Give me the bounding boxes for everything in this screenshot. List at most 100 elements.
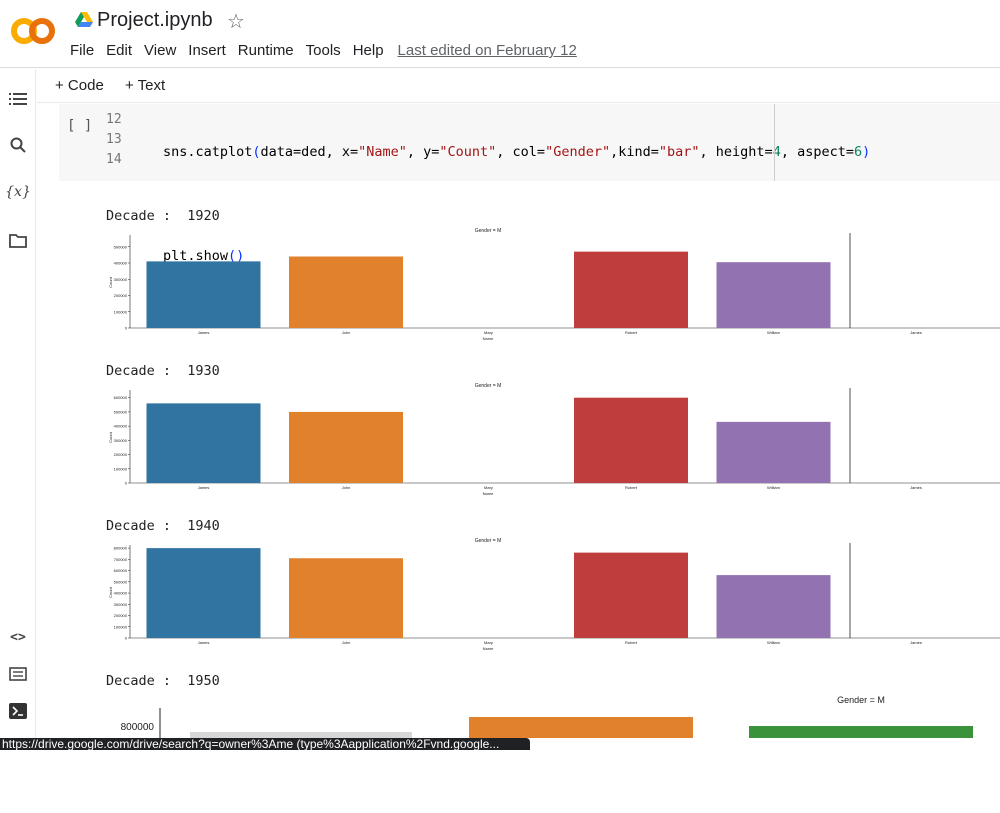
bar — [716, 262, 831, 328]
menu-view[interactable]: View — [144, 42, 177, 59]
x-tick-label: James — [198, 330, 210, 335]
variables-icon[interactable]: {x} — [5, 184, 31, 200]
y-tick-label: 0 — [125, 481, 128, 486]
x-tick-label: James — [910, 330, 922, 335]
menu-insert[interactable]: Insert — [188, 42, 226, 59]
y-tick-label: 100000 — [114, 309, 128, 314]
facet-title: Gender = M — [475, 538, 502, 544]
bar — [574, 397, 688, 483]
y-tick-label: 500000 — [114, 409, 128, 414]
x-tick-label: Mary — [484, 485, 493, 490]
x-tick-label: Mary — [484, 330, 493, 335]
y-tick-label: 400000 — [114, 591, 128, 596]
bar — [469, 717, 693, 738]
facet-title: Gender = M — [475, 228, 502, 234]
run-cell-button[interactable]: [ ] — [67, 118, 93, 134]
y-tick-label: 600000 — [114, 568, 128, 573]
y-tick-label: 400000 — [114, 424, 128, 429]
x-tick-label: Robert — [625, 640, 638, 645]
search-icon[interactable] — [7, 134, 29, 156]
y-axis-label: Count — [108, 431, 113, 443]
chart-1920: Gender = M 0 100000 200000 300000 400000 50000… — [100, 225, 1000, 345]
notebook-toolbar: + Code + Text — [37, 69, 1000, 103]
x-tick-label: James — [198, 485, 210, 490]
bar — [289, 558, 403, 638]
x-tick-label: William — [767, 485, 781, 490]
x-tick-label: Robert — [625, 485, 638, 490]
menu-file[interactable]: File — [70, 42, 95, 59]
google-drive-icon[interactable] — [75, 12, 93, 28]
y-tick-label: 300000 — [114, 602, 128, 607]
folder-icon[interactable] — [7, 230, 29, 252]
y-tick-label: 100000 — [114, 466, 128, 471]
facet-title: Gender = M — [837, 695, 885, 705]
bar — [574, 552, 688, 638]
x-axis-label: Name — [483, 646, 494, 651]
y-tick-label: 100000 — [114, 624, 128, 629]
code-cell[interactable]: [ ] 12 13 14 sns.catplot(data=ded, x="Na… — [59, 104, 1000, 264]
code-line-13 — [163, 194, 870, 214]
y-tick-label: 0 — [125, 326, 128, 331]
link-status-bar: https://drive.google.com/drive/search?q=… — [0, 738, 530, 750]
add-code-button[interactable]: + Code — [55, 77, 104, 94]
code-editor[interactable]: sns.catplot(data=ded, x="Name", y="Count… — [163, 110, 870, 298]
facet-title: Gender = M — [475, 383, 502, 389]
x-tick-label: John — [342, 330, 351, 335]
table-of-contents-icon[interactable] — [7, 88, 29, 110]
x-tick-label: Mary — [484, 640, 493, 645]
menu-help[interactable]: Help — [352, 42, 384, 59]
add-text-button[interactable]: + Text — [125, 77, 166, 94]
bar — [190, 732, 412, 738]
left-sidebar: {x} <> — [0, 69, 36, 750]
line-number: 14 — [106, 152, 122, 167]
colab-logo[interactable] — [10, 12, 56, 50]
code-line-14: plt.show() — [163, 248, 245, 264]
y-tick-label: 800000 — [114, 546, 128, 551]
decade-label-1950: Decade : 1950 — [106, 673, 220, 689]
x-tick-label: William — [767, 330, 781, 335]
y-tick-label: 600000 — [114, 395, 128, 400]
x-tick-label: William — [767, 640, 781, 645]
code-snippets-icon[interactable]: <> — [10, 629, 26, 645]
y-tick-label: 800000 — [121, 722, 155, 733]
x-tick-label: Robert — [625, 330, 638, 335]
bar — [749, 726, 973, 738]
command-palette-icon[interactable] — [7, 663, 29, 685]
y-tick-label: 500000 — [114, 244, 128, 249]
x-axis-label: Name — [483, 336, 494, 341]
y-tick-label: 200000 — [114, 452, 128, 457]
y-axis-label: Count — [108, 276, 113, 288]
chart-1940: Gender = M 0 100000 200000 300000 400000 50000… — [100, 535, 1000, 655]
terminal-icon[interactable] — [7, 700, 29, 722]
star-icon[interactable]: ☆ — [227, 11, 245, 33]
menu-edit[interactable]: Edit — [106, 42, 133, 59]
app-header: Project.ipynb ☆ File Edit View Insert Ru… — [0, 0, 1000, 68]
decade-label-1930: Decade : 1930 — [106, 363, 220, 379]
y-tick-label: 400000 — [114, 261, 128, 266]
decade-label-1940: Decade : 1940 — [106, 518, 220, 534]
y-tick-label: 300000 — [114, 438, 128, 443]
x-tick-label: James — [910, 640, 922, 645]
bar — [574, 251, 688, 328]
line-number: 12 — [106, 112, 122, 127]
x-tick-label: John — [342, 485, 351, 490]
menu-runtime[interactable]: Runtime — [237, 42, 294, 59]
x-axis-label: Name — [483, 491, 494, 496]
y-tick-label: 200000 — [114, 613, 128, 618]
bar — [289, 256, 403, 328]
bar — [146, 261, 261, 328]
ruler-line — [774, 104, 775, 181]
bar — [716, 575, 831, 638]
chart-1930: Gender = M 0 100000 200000 300000 400000 50000… — [100, 380, 1000, 500]
y-tick-label: 200000 — [114, 293, 128, 298]
decade-label-1920: Decade : 1920 — [106, 208, 220, 224]
bar — [146, 403, 261, 483]
code-line-12: sns.catplot(data=ded, x="Name", y="Count… — [163, 144, 871, 160]
menu-tools[interactable]: Tools — [305, 42, 341, 59]
notebook-title[interactable]: Project.ipynb — [97, 9, 213, 31]
line-numbers: 12 13 14 — [106, 110, 122, 170]
y-tick-label: 0 — [125, 636, 128, 641]
bar — [716, 421, 831, 483]
y-tick-label: 300000 — [114, 277, 128, 282]
last-edited-link[interactable]: Last edited on February 12 — [397, 42, 577, 59]
